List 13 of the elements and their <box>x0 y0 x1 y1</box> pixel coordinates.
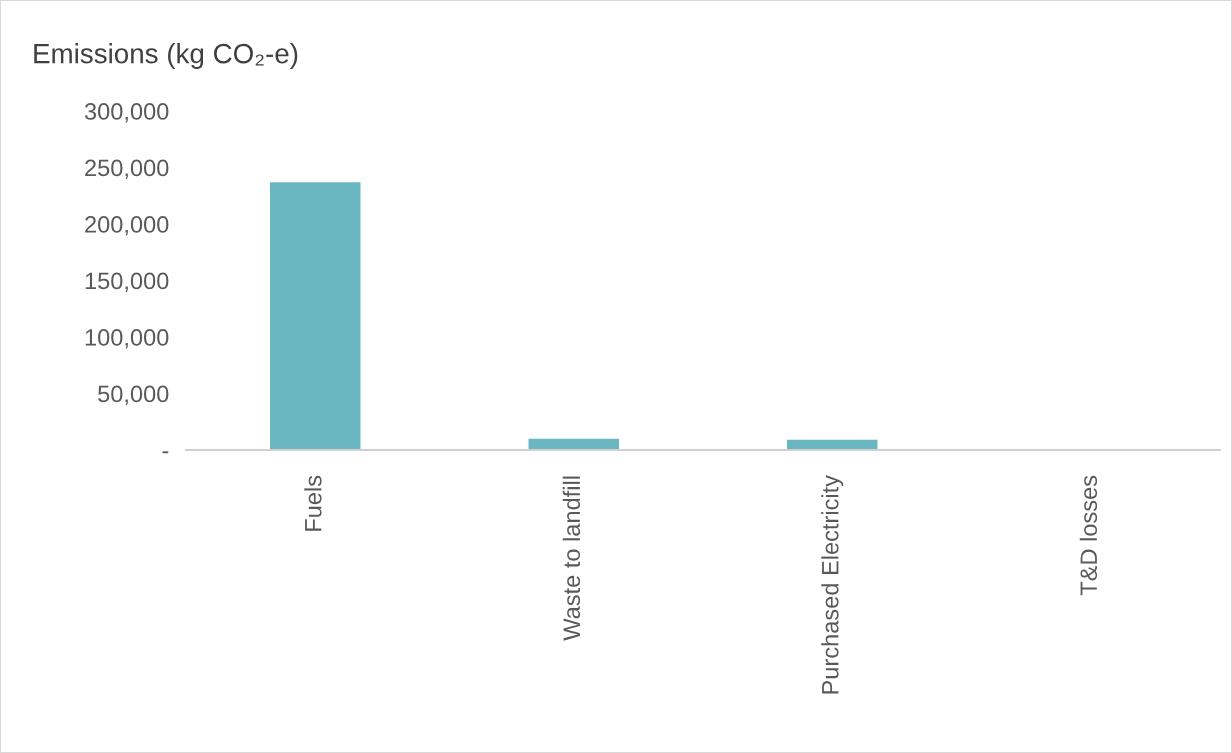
x-tick-label: Purchased Electricity <box>821 475 844 694</box>
x-tick-label: Fuels <box>304 475 322 531</box>
y-tick-label: 200,000 <box>85 216 169 236</box>
y-tick-label: 150,000 <box>85 272 169 293</box>
y-tick-label: 250,000 <box>85 159 169 180</box>
y-tick-label: 300,000 <box>84 103 169 123</box>
bar <box>270 182 361 450</box>
chart-title: Emissions (kg CO₂-e) <box>34 43 298 69</box>
x-tick-label: T&D losses <box>1079 475 1098 596</box>
y-tick-label: - <box>162 451 169 454</box>
x-tick-label: Waste to landfill <box>562 476 581 641</box>
y-tick-label: 100,000 <box>85 329 169 349</box>
y-tick-label: 50,000 <box>98 385 169 406</box>
